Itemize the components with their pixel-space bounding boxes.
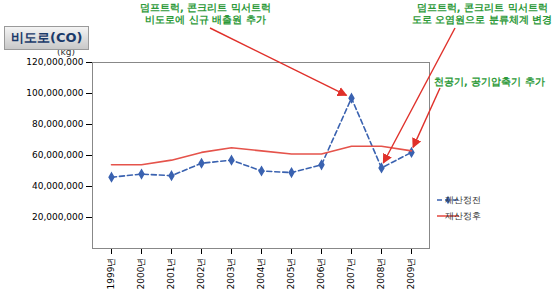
svg-text:재산정전: 재산정전 [445, 195, 481, 205]
svg-text:2009년: 2009년 [406, 258, 416, 290]
html-text:천공기, 공기압축기 추가: 천공기, 공기압축기 추가 [434, 76, 545, 87]
svg-text:120,000,000: 120,000,000 [26, 57, 84, 67]
html-text:도로 오염원으로 분류체계 변경: 도로 오염원으로 분류체계 변경 [412, 14, 553, 25]
svg-text:2006년: 2006년 [316, 258, 326, 290]
html-text:비도로에 신규 배출원 추가: 비도로에 신규 배출원 추가 [145, 14, 266, 25]
svg-text:2002년: 2002년 [196, 258, 206, 290]
html-text:덤프트럭, 콘크리트 믹서트럭: 덤프트럭, 콘크리트 믹서트럭 [416, 2, 548, 13]
svg-text:2004년: 2004년 [256, 258, 266, 290]
svg-text:60,000,000: 60,000,000 [32, 150, 84, 160]
svg-text:100,000,000: 100,000,000 [26, 88, 84, 98]
svg-text:80,000,000: 80,000,000 [32, 119, 84, 129]
svg-text:(kg): (kg) [57, 47, 75, 57]
svg-text:20,000,000: 20,000,000 [32, 212, 84, 222]
html-text:비도로(CO): 비도로(CO) [11, 30, 83, 45]
svg-text:2007년: 2007년 [346, 258, 356, 290]
svg-text:2008년: 2008년 [376, 258, 386, 290]
svg-text:40,000,000: 40,000,000 [32, 181, 84, 191]
svg-text:재산정후: 재산정후 [445, 211, 481, 221]
html-text:덤프트럭, 콘크리트 믹서트럭: 덤프트럭, 콘크리트 믹서트럭 [140, 2, 271, 13]
svg-text:2000년: 2000년 [136, 258, 146, 290]
svg-text:1999년: 1999년 [106, 258, 116, 290]
svg-text:2005년: 2005년 [286, 258, 296, 290]
svg-text:2001년: 2001년 [166, 258, 176, 290]
svg-text:2003년: 2003년 [226, 258, 236, 290]
